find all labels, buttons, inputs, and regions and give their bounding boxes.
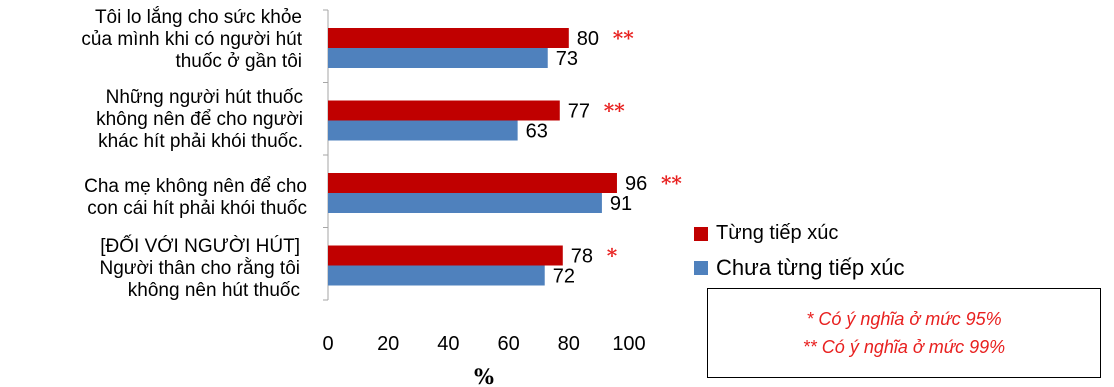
significance-marker: **	[604, 99, 625, 123]
x-tick-label: 0	[322, 333, 333, 355]
significance-marker: *	[607, 244, 618, 268]
legend-label-exposed: Từng tiếp xúc	[716, 222, 839, 244]
x-axis-title: %	[474, 364, 494, 387]
bar-not-exposed	[328, 120, 518, 141]
category-label: không nên hút thuốc	[128, 280, 300, 301]
data-label: 63	[526, 121, 548, 143]
significance-marker: **	[613, 26, 634, 50]
data-label: 72	[553, 266, 575, 288]
note-line-95: * Có ý nghĩa ở mức 95%	[806, 309, 1002, 329]
legend: Từng tiếp xúc Chưa từng tiếp xúc	[694, 222, 904, 291]
data-label: 77	[568, 101, 590, 123]
note-line-99: ** Có ý nghĩa ở mức 99%	[802, 337, 1006, 357]
data-label: 78	[571, 246, 593, 268]
significance-marker: **	[661, 171, 682, 195]
x-tick-label: 40	[437, 333, 459, 355]
legend-item-not-exposed: Chưa từng tiếp xúc	[694, 255, 904, 281]
bar-exposed	[328, 100, 560, 121]
category-label: con cái hít phải khói thuốc	[87, 198, 307, 219]
bar-not-exposed	[328, 265, 545, 286]
bar-exposed	[328, 173, 617, 193]
x-tick-label: 100	[612, 333, 645, 355]
category-label: không nên để cho người	[96, 109, 303, 130]
data-label: 73	[556, 48, 578, 70]
x-tick-label: 80	[558, 333, 580, 355]
x-tick-label: 60	[497, 333, 519, 355]
category-label: Cha mẹ không nên để cho	[84, 176, 307, 197]
x-tick-label: 20	[377, 333, 399, 355]
category-label: khác hít phải khói thuốc.	[98, 131, 303, 152]
data-label: 91	[610, 193, 632, 215]
bar-exposed	[328, 28, 569, 48]
significance-note-box: * Có ý nghĩa ở mức 95% ** Có ý nghĩa ở m…	[707, 288, 1101, 378]
category-label: Người thân cho rằng tôi	[99, 257, 300, 279]
bar-not-exposed	[328, 48, 548, 68]
data-label: 80	[577, 28, 599, 50]
data-label: 96	[625, 173, 647, 195]
bar-not-exposed	[328, 193, 602, 213]
category-label: của mình khi có người hút	[81, 29, 302, 50]
legend-label-not-exposed: Chưa từng tiếp xúc	[716, 255, 905, 280]
legend-swatch-exposed	[694, 226, 708, 241]
legend-swatch-not-exposed	[694, 261, 708, 275]
bar-exposed	[328, 245, 563, 266]
category-label: Những người hút thuốc	[106, 87, 303, 108]
category-label: [ĐỐI VỚI NGƯỜI HÚT]	[100, 235, 300, 257]
category-label: thuốc ở gần tôi	[175, 51, 302, 72]
legend-item-exposed: Từng tiếp xúc	[694, 222, 904, 245]
category-label: Tôi lo lắng cho sức khỏe	[95, 6, 302, 28]
